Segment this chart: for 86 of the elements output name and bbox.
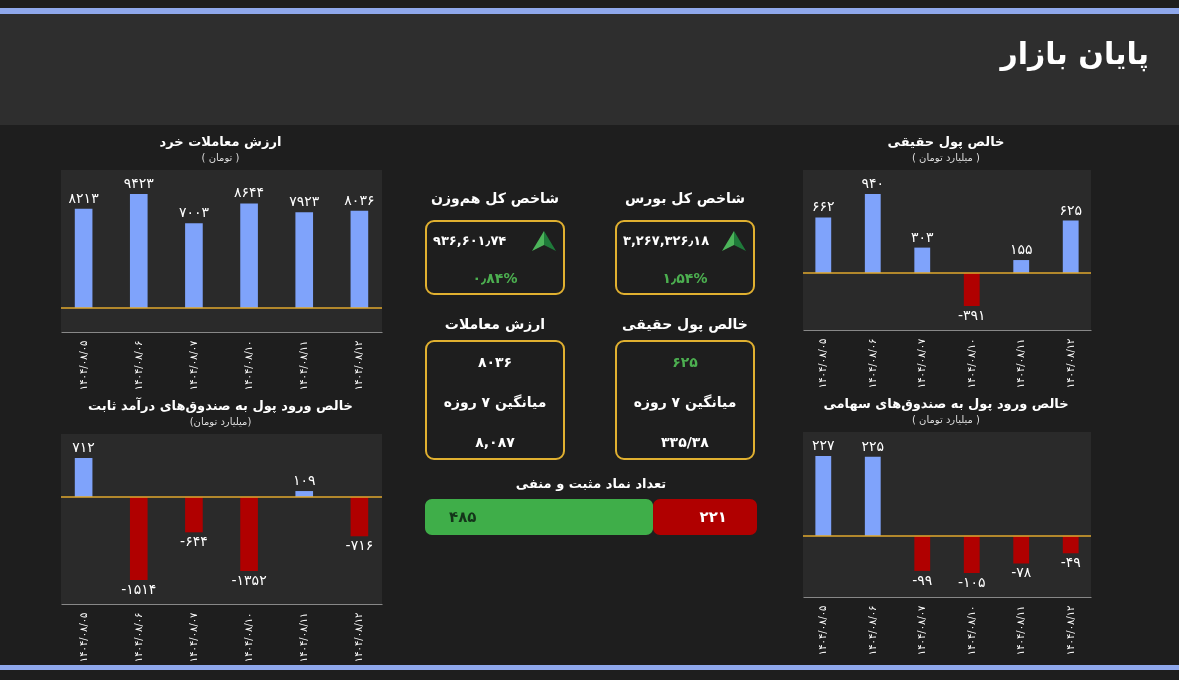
data-label: -۱۰۵ xyxy=(957,574,986,590)
chart-subtitle: ( میلیارد تومان ) xyxy=(910,413,982,426)
x-tick-label: ۱۴۰۴/۰۸/۰۷ xyxy=(187,611,199,663)
x-tick-label: ۱۴۰۴/۰۸/۰۵ xyxy=(77,612,89,663)
data-label: ۸۶۴۴ xyxy=(234,184,265,201)
x-tick-label: ۱۴۰۴/۰۸/۰۵ xyxy=(817,338,829,389)
text: میانگین ۷ روزه xyxy=(632,393,738,413)
chart-title: ارزش معاملات خرد xyxy=(158,133,283,151)
bar xyxy=(295,212,314,308)
x-tick-label: ۱۴۰۴/۰۸/۰۶ xyxy=(866,338,878,389)
bar xyxy=(963,273,980,306)
bar xyxy=(240,203,258,308)
bar xyxy=(1013,260,1030,274)
data-label: -۴۹ xyxy=(1060,554,1081,571)
x-tick-label: ۱۴۰۴/۰۸/۱۲ xyxy=(353,612,365,663)
x-tick-label: ۱۴۰۴/۰۸/۱۰ xyxy=(965,338,977,389)
x-tick-label: ۱۴۰۴/۰۸/۱۰ xyxy=(243,340,255,391)
data-label: ۲۲۱ xyxy=(699,508,727,526)
data-label: ۴۸۵ xyxy=(449,508,477,526)
chart-title: تعداد نماد مثبت و منفی xyxy=(515,476,667,491)
x-tick-label: ۱۴۰۴/۰۸/۰۷ xyxy=(916,604,928,656)
data-label: ۷۰۰۳ xyxy=(178,204,210,221)
text: شاخص کل بورس xyxy=(624,190,746,206)
data-label: ۸۲۱۳ xyxy=(68,189,100,206)
data-label: ۱۵۵ xyxy=(1009,241,1033,258)
x-tick-label: ۱۴۰۴/۰۸/۱۱ xyxy=(298,612,310,663)
data-label: ۹۴۰ xyxy=(861,175,885,191)
text: ارزش معاملات xyxy=(443,316,547,332)
data-label: -۶۴۴ xyxy=(180,533,208,550)
x-tick-label: ۱۴۰۴/۰۸/۰۷ xyxy=(187,339,199,391)
x-tick-label: ۱۴۰۴/۰۸/۱۲ xyxy=(353,340,365,391)
chart-subtitle: ( تومان ) xyxy=(200,151,241,164)
data-label: ۷۱۲ xyxy=(72,439,95,455)
text: پایان بازار xyxy=(1000,36,1149,71)
bar xyxy=(350,210,369,308)
text: خالص پول حقیقی xyxy=(621,316,749,332)
text: ۶۲۵ xyxy=(671,353,699,372)
text: میانگین ۷ روزه xyxy=(442,393,548,413)
data-label: ۹۴۲۳ xyxy=(123,175,155,191)
data-label: ۲۲۵ xyxy=(861,437,885,454)
text: ۸۰۳۶ xyxy=(476,353,514,372)
data-label: -۷۱۶ xyxy=(345,537,374,554)
data-label: -۹۹ xyxy=(912,571,933,588)
x-tick-label: ۱۴۰۴/۰۸/۱۲ xyxy=(1064,338,1076,389)
text: ۹۳۶,۶۰۱٫۷۴ xyxy=(432,232,508,250)
chart-subtitle: (میلیارد تومان) xyxy=(188,415,253,428)
bar xyxy=(914,247,931,274)
x-tick-label: ۱۴۰۴/۰۸/۱۱ xyxy=(1015,605,1027,656)
text: ۰٫۸۴% xyxy=(471,268,519,288)
data-label: ۳۰۳ xyxy=(910,228,935,245)
bar xyxy=(815,217,832,274)
bar xyxy=(129,194,148,308)
x-tick-label: ۱۴۰۴/۰۸/۱۱ xyxy=(1015,338,1027,389)
data-label: ۲۲۷ xyxy=(812,437,836,453)
bar xyxy=(1062,220,1079,274)
text: ۸,۰۸۷ xyxy=(474,433,516,452)
chart-subtitle: ( میلیارد تومان ) xyxy=(910,151,982,164)
x-tick-label: ۱۴۰۴/۰۸/۱۱ xyxy=(298,340,310,391)
x-tick-label: ۱۴۰۴/۰۸/۰۶ xyxy=(132,340,144,391)
text: ۳,۲۶۷,۳۲۶٫۱۸ xyxy=(622,232,711,250)
data-label: ۷۹۲۳ xyxy=(289,193,320,210)
data-label: -۷۸ xyxy=(1011,564,1032,581)
text: ۳۳۵/۳۸ xyxy=(660,433,710,452)
text: شاخص کل هم‌وزن xyxy=(430,190,560,206)
chart-title: خالص ورود پول به صندوق‌های درآمد ثابت xyxy=(87,397,354,415)
data-label: ۱۰۹ xyxy=(292,472,316,489)
data-label: ۶۶۲ xyxy=(812,198,835,215)
data-label: -۳۹۱ xyxy=(957,307,986,323)
x-tick-label: ۱۴۰۴/۰۸/۰۷ xyxy=(916,337,928,389)
x-tick-label: ۱۴۰۴/۰۸/۱۰ xyxy=(965,605,977,656)
x-tick-label: ۱۴۰۴/۰۸/۱۰ xyxy=(243,612,255,663)
x-tick-label: ۱۴۰۴/۰۸/۰۶ xyxy=(866,605,878,656)
x-tick-label: ۱۴۰۴/۰۸/۰۶ xyxy=(132,612,144,663)
x-tick-label: ۱۴۰۴/۰۸/۱۲ xyxy=(1064,605,1076,656)
x-tick-label: ۱۴۰۴/۰۸/۰۵ xyxy=(817,605,829,656)
bar xyxy=(185,223,203,308)
data-label: ۸۰۳۶ xyxy=(344,191,375,208)
bar xyxy=(74,208,93,308)
text: ۱٫۵۴% xyxy=(661,268,709,288)
data-label: -۱۵۱۴ xyxy=(121,581,157,597)
chart-title: خالص ورود پول به صندوق‌های سهامی xyxy=(822,395,1070,413)
x-tick-label: ۱۴۰۴/۰۸/۰۵ xyxy=(77,340,89,391)
bar xyxy=(864,194,881,274)
data-label: -۱۳۵۲ xyxy=(231,572,267,589)
data-label: ۶۲۵ xyxy=(1059,201,1082,218)
chart-title: خالص پول حقیقی xyxy=(886,133,1006,151)
